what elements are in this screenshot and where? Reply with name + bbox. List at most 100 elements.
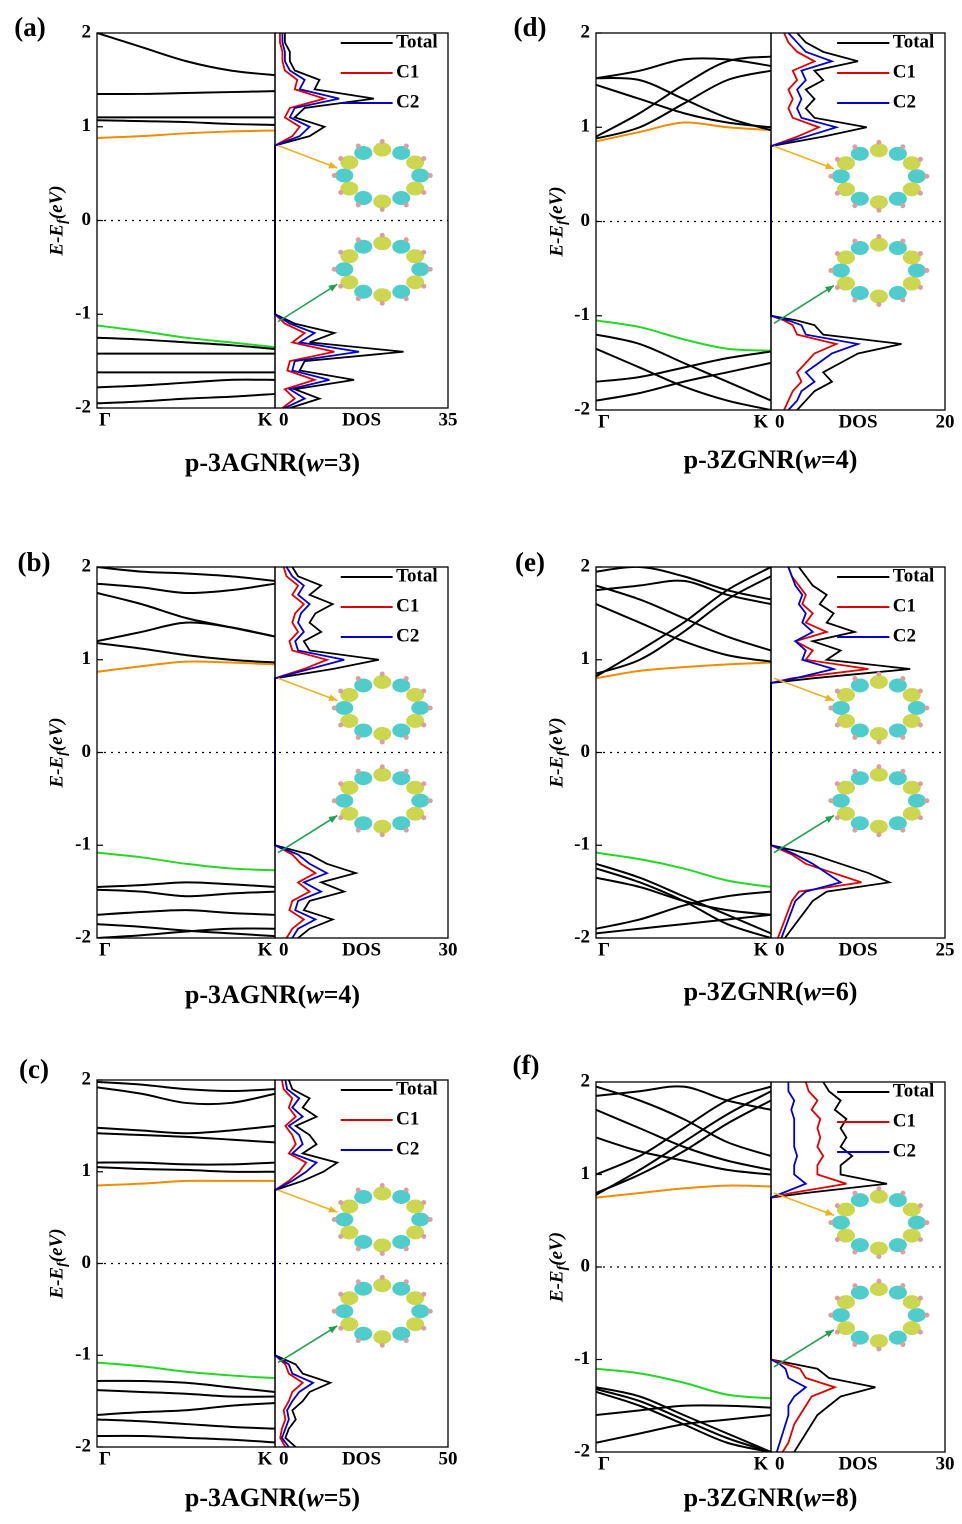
atom — [917, 1203, 923, 1209]
atom — [917, 722, 923, 728]
band — [596, 83, 772, 129]
band — [97, 851, 276, 872]
orbital-lobe — [354, 239, 373, 254]
band — [596, 584, 772, 652]
atom — [852, 676, 858, 682]
atom — [355, 734, 361, 740]
arrow-shaft — [277, 677, 338, 702]
dos-curve — [274, 33, 335, 408]
orbital-lobe — [902, 276, 921, 291]
dos-tick-label: 50 — [439, 1448, 458, 1469]
orbital-lobe — [373, 1330, 392, 1345]
legend-label: C1 — [396, 1108, 419, 1129]
orbital-lobe — [888, 678, 907, 693]
band — [596, 579, 772, 606]
orbital-lobe — [850, 191, 869, 206]
orbital-lobe — [850, 146, 869, 161]
orbital-lobe — [888, 1285, 907, 1300]
dos-tick-label: 35 — [439, 409, 458, 430]
atom — [403, 1187, 409, 1193]
atom — [900, 734, 906, 740]
arrow-head — [824, 1209, 834, 1216]
dos-frame — [770, 32, 946, 411]
orbital-lobe — [340, 249, 359, 264]
y-tick-label: -2 — [574, 398, 590, 419]
orbital-lobe — [907, 1308, 926, 1323]
y-axis-label: E-Ef(eV) — [46, 717, 70, 788]
orbital-lobe — [902, 1321, 921, 1336]
arrow-shaft — [773, 145, 835, 170]
atom — [331, 1308, 337, 1314]
atom — [900, 203, 906, 209]
molecule-isosurface — [828, 671, 930, 745]
atom — [338, 1291, 344, 1297]
dos-frame — [274, 32, 449, 409]
arrow-shaft — [773, 677, 835, 702]
orbital-lobe — [392, 1326, 411, 1341]
molecule-isosurface — [331, 1274, 433, 1348]
y-axis-label: E-Ef(eV) — [546, 1232, 570, 1303]
orbital-lobe — [373, 194, 392, 209]
atom — [403, 237, 409, 243]
y-tick-label: 1 — [82, 1160, 92, 1181]
orbital-lobe — [850, 771, 869, 786]
dos-tick-label: 0 — [279, 939, 289, 960]
atom — [828, 173, 834, 179]
orbital-lobe — [354, 1281, 373, 1296]
y-axis-label: E-Ef(eV) — [546, 186, 570, 257]
atom — [852, 827, 858, 833]
band — [596, 1184, 772, 1199]
orbital-lobe — [836, 713, 855, 728]
orbital-lobe — [850, 1330, 869, 1345]
dos-curve — [274, 1080, 340, 1447]
orbital-lobe — [836, 1228, 855, 1243]
atom — [355, 827, 361, 833]
dos-frame — [770, 566, 946, 939]
y-tick-label: 1 — [82, 648, 92, 669]
orbital-lobe — [411, 793, 430, 808]
legend-label: C1 — [893, 1110, 916, 1131]
band — [97, 888, 276, 898]
atom — [427, 1216, 433, 1222]
y-tick-label: 2 — [581, 1070, 591, 1091]
atom — [852, 1190, 858, 1196]
orbital-lobe — [836, 250, 855, 265]
band — [97, 378, 276, 389]
y-tick-label: -2 — [75, 396, 91, 417]
atom — [900, 1190, 906, 1196]
atom — [834, 1203, 840, 1209]
orbital-lobe — [354, 1234, 373, 1249]
y-axis-label: E-Ef(eV) — [46, 185, 70, 256]
band — [596, 1404, 772, 1416]
atom — [427, 798, 433, 804]
atom — [924, 1312, 930, 1318]
orbital-lobe — [869, 1282, 888, 1297]
atom — [421, 1325, 427, 1331]
dos-tick-label: 20 — [936, 411, 955, 432]
atom — [338, 190, 344, 195]
atom — [828, 705, 834, 711]
orbital-lobe — [373, 1278, 392, 1293]
orbital-lobe — [831, 700, 850, 715]
atom — [900, 1342, 906, 1348]
band — [596, 1090, 772, 1196]
arrow-shaft — [773, 1192, 835, 1216]
atom — [852, 144, 858, 150]
atom — [852, 734, 858, 740]
orbital-lobe — [869, 195, 888, 210]
y-tick-label: -1 — [574, 1348, 590, 1369]
legend-label: C1 — [396, 61, 419, 82]
orbital-lobe — [902, 156, 921, 171]
arrow-shaft — [277, 144, 338, 169]
k-tick-label: Γ — [99, 1448, 111, 1469]
orbital-lobe — [902, 1202, 921, 1217]
band — [97, 909, 276, 916]
k-tick-label: K — [258, 409, 273, 430]
atom — [876, 1278, 882, 1284]
atom — [355, 1246, 361, 1252]
band — [97, 1124, 276, 1135]
orbital-lobe — [831, 793, 850, 808]
orbital-lobe — [335, 793, 354, 808]
atom — [876, 832, 882, 838]
atom — [421, 156, 427, 161]
